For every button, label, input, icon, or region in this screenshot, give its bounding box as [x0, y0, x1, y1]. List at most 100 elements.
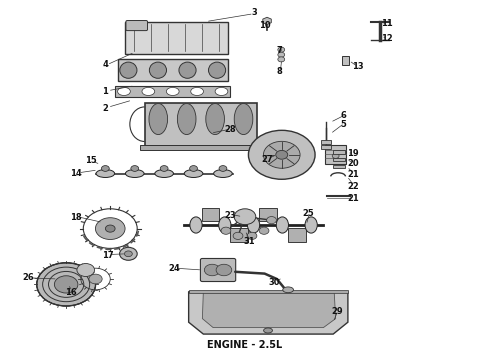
Circle shape [77, 264, 95, 276]
Bar [288, 228, 306, 242]
Circle shape [276, 150, 288, 159]
Text: 19: 19 [347, 149, 359, 158]
Text: 29: 29 [331, 307, 343, 316]
Ellipse shape [166, 87, 179, 95]
Ellipse shape [149, 103, 168, 135]
Ellipse shape [179, 62, 196, 78]
Circle shape [96, 218, 125, 239]
Ellipse shape [142, 87, 155, 95]
Bar [321, 145, 331, 149]
Polygon shape [189, 292, 348, 334]
FancyBboxPatch shape [126, 21, 147, 31]
Text: 15: 15 [85, 156, 97, 165]
Circle shape [247, 232, 257, 239]
Text: 18: 18 [70, 213, 82, 222]
Text: 28: 28 [224, 125, 236, 134]
Bar [115, 86, 230, 97]
Bar [325, 145, 346, 164]
Text: 8: 8 [276, 68, 282, 77]
Text: 11: 11 [381, 19, 393, 28]
Circle shape [278, 47, 285, 52]
Text: 7: 7 [276, 46, 282, 55]
Bar [321, 140, 331, 144]
Circle shape [278, 52, 285, 57]
Ellipse shape [208, 62, 225, 78]
Circle shape [105, 225, 115, 232]
Ellipse shape [247, 217, 260, 233]
Text: 23: 23 [224, 211, 236, 220]
Circle shape [89, 274, 102, 284]
Circle shape [267, 217, 276, 224]
Ellipse shape [118, 87, 130, 95]
Text: 30: 30 [269, 278, 280, 287]
Bar [333, 165, 345, 168]
Circle shape [221, 227, 231, 234]
Text: 10: 10 [259, 21, 270, 30]
Ellipse shape [219, 166, 227, 171]
Polygon shape [202, 292, 336, 328]
Text: 4: 4 [102, 60, 108, 69]
Ellipse shape [131, 166, 139, 171]
Circle shape [259, 227, 269, 234]
Text: 16: 16 [65, 288, 77, 297]
Text: 3: 3 [252, 8, 258, 17]
Circle shape [234, 209, 256, 225]
Ellipse shape [125, 170, 144, 177]
Ellipse shape [215, 87, 228, 95]
Ellipse shape [155, 170, 173, 177]
Ellipse shape [219, 217, 231, 233]
Ellipse shape [206, 103, 224, 135]
Ellipse shape [149, 62, 167, 78]
Ellipse shape [190, 217, 202, 233]
Circle shape [248, 130, 315, 179]
Circle shape [37, 263, 96, 306]
Circle shape [54, 276, 78, 293]
Ellipse shape [264, 328, 272, 333]
Ellipse shape [214, 170, 232, 177]
Ellipse shape [234, 103, 253, 135]
Ellipse shape [160, 166, 168, 171]
Text: 21: 21 [347, 170, 359, 179]
Text: 24: 24 [168, 264, 180, 274]
Bar [125, 22, 228, 54]
Bar [145, 103, 257, 146]
Text: 2: 2 [102, 104, 108, 112]
Text: 6: 6 [340, 111, 346, 120]
Bar [333, 150, 345, 154]
Ellipse shape [332, 153, 339, 158]
Text: 17: 17 [102, 251, 114, 260]
Circle shape [120, 247, 137, 260]
Text: 21: 21 [347, 194, 359, 203]
Ellipse shape [276, 217, 289, 233]
Ellipse shape [283, 287, 294, 293]
Circle shape [278, 57, 285, 62]
Bar [342, 56, 349, 65]
Ellipse shape [101, 166, 109, 171]
Bar [140, 145, 262, 150]
Text: 1: 1 [102, 87, 108, 96]
Ellipse shape [177, 103, 196, 135]
Bar [201, 208, 219, 221]
Bar [259, 208, 277, 221]
Ellipse shape [184, 170, 203, 177]
FancyBboxPatch shape [200, 258, 236, 282]
Ellipse shape [190, 166, 197, 171]
Text: 31: 31 [243, 237, 255, 246]
Text: 25: 25 [303, 209, 315, 217]
Text: ENGINE - 2.5L: ENGINE - 2.5L [207, 340, 283, 350]
Text: 13: 13 [352, 62, 364, 71]
Circle shape [204, 264, 220, 276]
Circle shape [233, 232, 243, 239]
Text: 27: 27 [261, 154, 273, 163]
Bar [333, 158, 345, 161]
Ellipse shape [305, 217, 318, 233]
Text: 22: 22 [347, 182, 359, 191]
Text: 5: 5 [340, 120, 346, 129]
Bar [118, 59, 228, 81]
Circle shape [124, 251, 132, 257]
Circle shape [216, 264, 232, 276]
Ellipse shape [191, 87, 203, 95]
Text: 26: 26 [23, 274, 34, 282]
Text: 14: 14 [70, 169, 82, 178]
Bar [230, 228, 248, 242]
